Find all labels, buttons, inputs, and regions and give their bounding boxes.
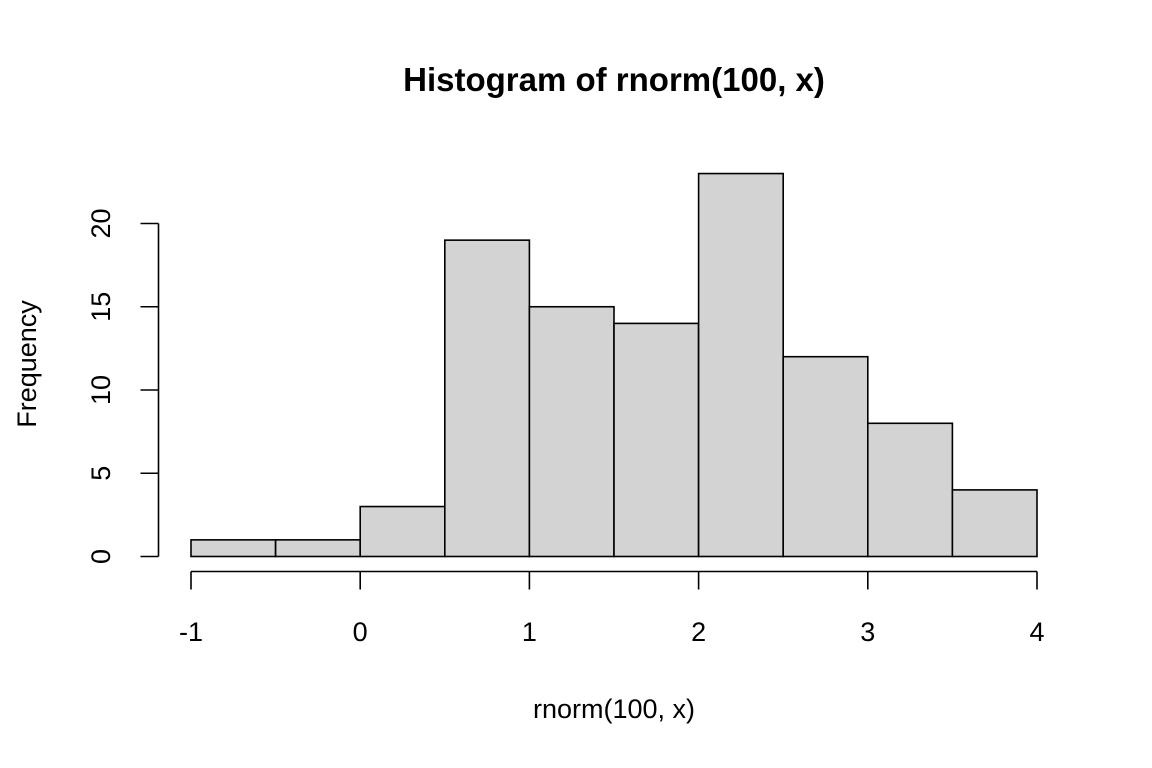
y-axis-label: Frequency [12,300,42,428]
histogram-bar-6 [697,172,784,558]
x-tick-label-5: 4 [1029,617,1044,647]
x-axis-ticks: -1 0 1 2 3 4 [179,571,1045,647]
x-tick-label-1: 0 [353,617,368,647]
x-axis-label: rnorm(100, x) [533,694,695,724]
histogram-bar-9 [951,489,1038,558]
y-axis-ticks: 0 5 10 15 20 [86,208,159,564]
y-axis: 0 5 10 15 20 [86,208,160,564]
y-tick-label-3: 15 [86,292,116,322]
histogram-bar-3 [443,239,531,558]
histogram-bar-0 [190,539,277,558]
y-tick-label-1: 5 [86,466,116,481]
histogram-bars [190,172,1038,558]
chart-title: Histogram of rnorm(100, x) [403,61,825,98]
histogram-bar-2 [359,505,446,558]
y-tick-label-4: 20 [86,208,116,238]
x-tick-label-3: 2 [691,617,706,647]
histogram-bar-7 [782,355,869,558]
histogram-bar-5 [613,322,700,558]
histogram-bar-8 [866,422,954,558]
x-axis: -1 0 1 2 3 4 [179,570,1045,647]
y-tick-label-2: 10 [86,375,116,405]
x-tick-label-2: 1 [522,617,537,647]
y-tick-label-0: 0 [86,549,116,564]
x-tick-label-0: -1 [179,617,203,647]
histogram-bar-1 [274,539,362,558]
histogram-bar-4 [528,305,615,558]
x-tick-label-4: 3 [860,617,875,647]
